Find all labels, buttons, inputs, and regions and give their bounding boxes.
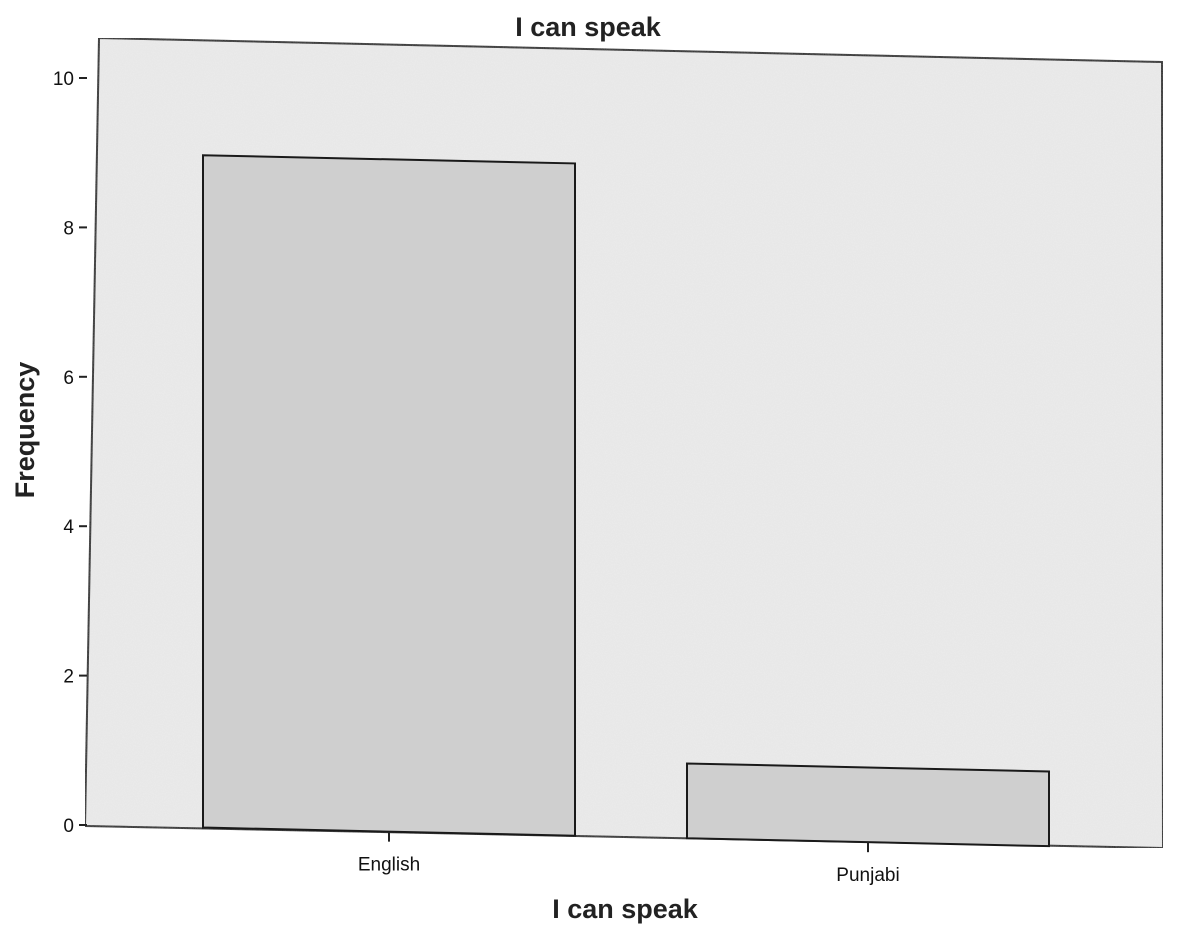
- chart-title: I can speak: [515, 12, 662, 42]
- y-tick-label: 2: [63, 667, 74, 688]
- y-axis-label: Frequency: [10, 362, 40, 499]
- x-axis-label: I can speak: [552, 894, 699, 924]
- y-tick-label: 6: [63, 368, 74, 389]
- y-tick-label: 0: [63, 816, 74, 837]
- y-axis: 0 2 4 6 8 10: [53, 69, 87, 837]
- x-axis: English Punjabi: [358, 831, 900, 886]
- y-tick-label: 8: [63, 218, 74, 239]
- y-tick-label: 10: [53, 69, 74, 90]
- bar-punjabi: [686, 762, 1050, 848]
- bar-series: [202, 154, 1050, 848]
- y-tick-label: 4: [63, 517, 74, 538]
- x-tick-label: English: [358, 855, 420, 876]
- x-tick-label: Punjabi: [836, 865, 899, 886]
- bar-english: [202, 154, 576, 837]
